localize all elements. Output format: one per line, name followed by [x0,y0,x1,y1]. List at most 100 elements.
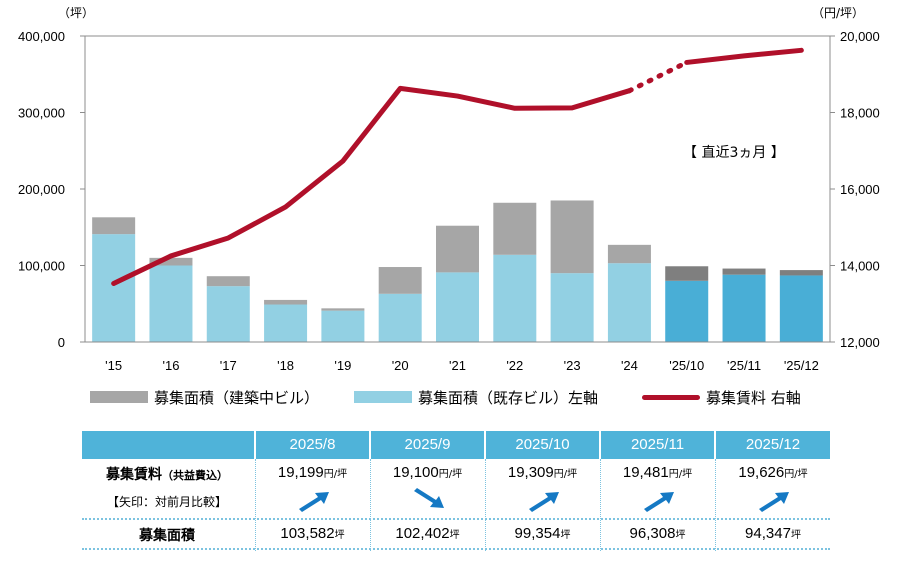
rent-unit: 円/坪 [553,469,578,480]
bar-construction [779,270,823,276]
rent-number: 19,309 [507,464,554,481]
legend-swatch-existing [354,391,412,403]
column-separator [715,459,716,551]
arrow-note: 【矢印：対前月比較】 [106,495,227,509]
rent-line-gap [626,59,690,94]
column-separator [370,459,371,551]
rent-unit: 円/坪 [784,469,808,480]
rent-value: 19,100円/坪 [371,464,484,481]
legend-label-construction: 募集面積（建築中ビル） [154,388,320,407]
legend-swatch-construction [90,391,148,403]
bar-construction [206,276,250,287]
header-separator [484,431,486,459]
header-month: 2025/10 [515,436,570,453]
header-month: 2025/11 [630,436,685,453]
left-tick-label: 100,000 [18,259,65,274]
header-separator [714,431,716,459]
x-tick-label: '25/12 [784,358,819,373]
rent-value: 19,481円/坪 [601,464,714,481]
bar-existing [607,263,651,342]
right-tick-label: 18,000 [840,106,880,121]
rent-value: 19,626円/坪 [716,464,830,481]
left-tick-label: 200,000 [18,182,65,197]
right-tick-label: 14,000 [840,259,880,274]
rent-unit: 円/坪 [668,469,693,480]
rent-label-sub: （共益費込） [162,469,228,482]
area-number: 103,582 [280,525,335,542]
recent-3-months-annotation: 【 直近3ヵ月 】 [683,145,785,161]
rent-row-label: 募集賃料（共益費込） [82,464,252,484]
legend-item-construction: 募集面積（建築中ビル） [90,386,319,408]
bar-existing [378,293,422,342]
row-separator [82,518,830,520]
bar-existing [206,286,250,342]
rent-number: 19,199 [277,464,324,481]
bar-existing [436,272,479,342]
right-tick-label: 20,000 [840,29,880,44]
combo-chart: 0 100,000 200,000 300,000 400,000 12,000 14,00… [18,6,880,373]
bar-construction [321,308,365,311]
column-separator [600,459,601,551]
x-tick-label: '23 [564,358,581,373]
header-month: 2025/9 [404,436,451,453]
bar-construction [378,267,422,294]
x-tick-label: '25/11 [727,358,761,373]
legend-label-rent: 募集賃料 右軸 [706,388,801,407]
arrow-up-icon [529,492,559,512]
rent-number: 19,100 [392,464,439,481]
area-value: 102,402坪 [371,525,484,542]
bar-existing [92,234,136,342]
column-separator [255,459,256,551]
bar-existing [321,310,365,342]
left-axis-unit: （坪） [58,6,94,20]
right-axis-unit: （円/坪） [812,6,864,20]
x-tick-label: '24 [621,358,638,373]
column-separator [485,459,486,551]
right-tick-label: 12,000 [840,335,880,350]
legend-item-existing: 募集面積（既存ビル）左軸 [354,386,598,408]
header-month: 2025/8 [289,436,336,453]
rent-value: 19,309円/坪 [486,464,599,481]
area-number: 94,347 [745,525,791,542]
x-tick-label: '18 [277,358,294,373]
x-tick-label: '16 [162,358,179,373]
rent-unit: 円/坪 [323,469,348,480]
arrow-down-icon [414,488,444,508]
area-number: 102,402 [395,525,450,542]
x-tick-label: '22 [506,358,523,373]
bar-construction [436,225,479,273]
area-number: 99,354 [514,525,561,542]
bar-construction [149,257,193,266]
area-value: 99,354坪 [486,525,599,542]
area-number: 96,308 [629,525,676,542]
rent-number: 19,481 [622,464,669,481]
rent-value: 19,199円/坪 [256,464,369,481]
bar-construction [607,244,651,264]
area-unit: 坪 [560,530,571,541]
area-unit: 坪 [334,530,345,541]
legend: 募集面積（建築中ビル） 募集面積（既存ビル）左軸 募集賃料 右軸 [90,386,850,408]
bar-construction [722,268,766,275]
row-separator [82,548,830,550]
bar-existing [665,280,709,342]
bar-existing [779,275,823,342]
left-tick-label: 0 [58,335,65,350]
rent-line-recent [684,47,804,65]
area-unit: 坪 [449,530,460,541]
bar-construction [264,299,308,305]
rent-unit: 円/坪 [438,469,463,480]
bar-existing [550,273,594,342]
x-tick-label: '21 [449,358,466,373]
legend-item-rent: 募集賃料 右軸 [642,386,801,408]
bar-existing [493,254,537,342]
bar-existing [722,274,766,342]
x-tick-label: '19 [334,358,351,373]
left-tick-label: 400,000 [18,29,65,44]
bar-construction [550,200,594,274]
legend-swatch-rent [642,394,700,400]
rent-label: 募集賃料 [106,467,162,483]
left-tick-label: 300,000 [18,106,65,121]
bar-existing [149,265,193,342]
bar-construction [493,202,537,255]
bar-construction [665,266,709,281]
